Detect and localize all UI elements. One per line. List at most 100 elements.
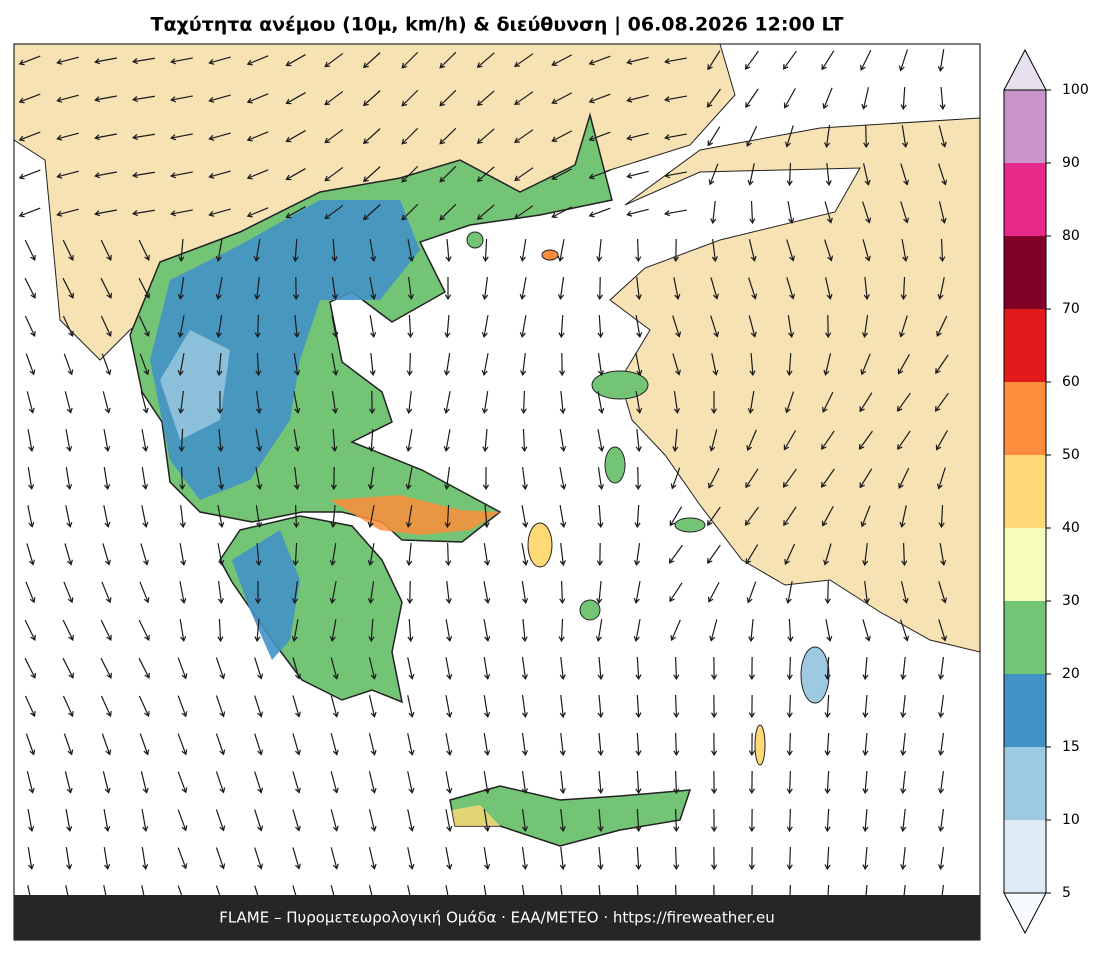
wind-arrow	[445, 847, 453, 870]
wind-arrow	[476, 128, 495, 144]
wind-arrow	[559, 657, 566, 681]
wind-arrow	[745, 468, 759, 489]
wind-arrow	[597, 846, 604, 871]
wind-arrow	[938, 125, 947, 148]
wind-arrow	[64, 391, 73, 414]
wind-arrow	[786, 162, 793, 187]
wind-arrow	[367, 505, 375, 528]
wind-arrow	[514, 91, 534, 105]
wind-arrow	[362, 52, 381, 69]
wind-arrow	[588, 93, 611, 104]
wind-arrow	[747, 391, 755, 415]
wind-arrow	[483, 771, 491, 795]
wind-arrow	[445, 657, 453, 680]
colorbar-tick-label: 50	[1062, 447, 1080, 463]
wind-arrow	[324, 52, 344, 68]
wind-arrow	[597, 504, 604, 529]
wind-arrow	[707, 544, 721, 564]
wind-arrow	[331, 428, 338, 453]
wind-arrow	[102, 771, 111, 794]
wind-arrow	[825, 162, 832, 187]
wind-arrow	[445, 238, 452, 263]
wind-arrow	[27, 467, 35, 491]
terrain-blue-pelop	[232, 530, 300, 660]
wind-arrow	[367, 581, 375, 605]
wind-arrow	[63, 733, 74, 756]
wind-arrow	[862, 808, 869, 833]
wind-arrow	[254, 771, 264, 794]
wind-arrow	[27, 847, 35, 871]
wind-arrow	[481, 391, 489, 415]
wind-arrow	[65, 429, 73, 452]
colorbar-tick-label: 20	[1062, 666, 1080, 682]
wind-arrow	[140, 391, 149, 414]
wind-arrow	[293, 429, 301, 452]
wind-arrow	[786, 656, 793, 681]
wind-arrow	[558, 618, 565, 643]
wind-arrow	[254, 314, 261, 339]
wind-arrow	[131, 95, 155, 103]
wind-arrow	[747, 163, 755, 186]
colorbar-bin	[1004, 601, 1046, 674]
wind-arrow	[559, 580, 566, 605]
colorbar-tick-label: 80	[1062, 228, 1080, 244]
wind-arrow	[330, 771, 339, 794]
wind-arrow	[407, 314, 414, 339]
wind-arrow	[24, 657, 36, 679]
wind-arrow	[330, 466, 337, 491]
wind-arrow	[821, 50, 835, 71]
wind-arrow	[65, 847, 73, 871]
wind-arrow	[483, 543, 491, 567]
wind-arrow	[588, 169, 611, 180]
wind-arrow	[897, 354, 910, 375]
wind-arrow	[443, 353, 451, 377]
wind-arrow	[597, 314, 604, 339]
wind-arrow	[293, 353, 301, 377]
island	[579, 599, 601, 621]
wind-arrow	[330, 504, 337, 529]
wind-arrow	[407, 277, 414, 301]
wind-arrow	[664, 171, 687, 179]
wind-arrow	[208, 94, 231, 103]
wind-arrow	[824, 201, 833, 224]
wind-arrow	[862, 619, 871, 642]
wind-arrow	[859, 468, 873, 489]
wind-arrow	[138, 619, 150, 641]
wind-arrow	[292, 542, 299, 567]
wind-arrow	[749, 200, 756, 225]
wind-arrow	[860, 49, 872, 71]
wind-arrow	[634, 504, 641, 529]
crete-yellow	[452, 805, 500, 826]
wind-arrow	[368, 657, 377, 680]
wind-arrow	[208, 208, 231, 217]
wind-arrow	[331, 315, 339, 338]
wind-arrow	[62, 315, 74, 338]
wind-arrow	[900, 771, 907, 795]
wind-arrow	[635, 656, 642, 681]
wind-arrow	[708, 581, 720, 603]
wind-arrow	[483, 809, 491, 833]
wind-arrow	[324, 90, 344, 106]
wind-arrow	[786, 277, 795, 300]
wind-arrow	[635, 428, 642, 453]
wind-arrow	[938, 657, 945, 681]
wind-arrow	[368, 771, 377, 794]
wind-arrow	[94, 209, 117, 217]
wind-arrow	[559, 695, 566, 719]
wind-arrow	[862, 163, 871, 186]
wind-arrow	[141, 467, 149, 491]
wind-arrow	[825, 314, 832, 339]
colorbar-tick-label: 5	[1062, 885, 1071, 901]
wind-arrow	[937, 49, 945, 73]
wind-arrow	[746, 125, 758, 148]
wind-arrow	[824, 694, 831, 719]
wind-arrow	[254, 277, 261, 301]
wind-arrow	[254, 695, 264, 718]
wind-arrow	[786, 770, 793, 795]
wind-arrow	[514, 167, 534, 181]
wind-arrow	[140, 771, 149, 794]
wind-arrow	[860, 353, 871, 376]
footer-credit: FLAME – Πυρομετεωρολογική Ομάδα · ΕΑΑ/ME…	[219, 909, 775, 927]
wind-arrow	[519, 239, 527, 263]
wind-arrow	[483, 657, 491, 681]
